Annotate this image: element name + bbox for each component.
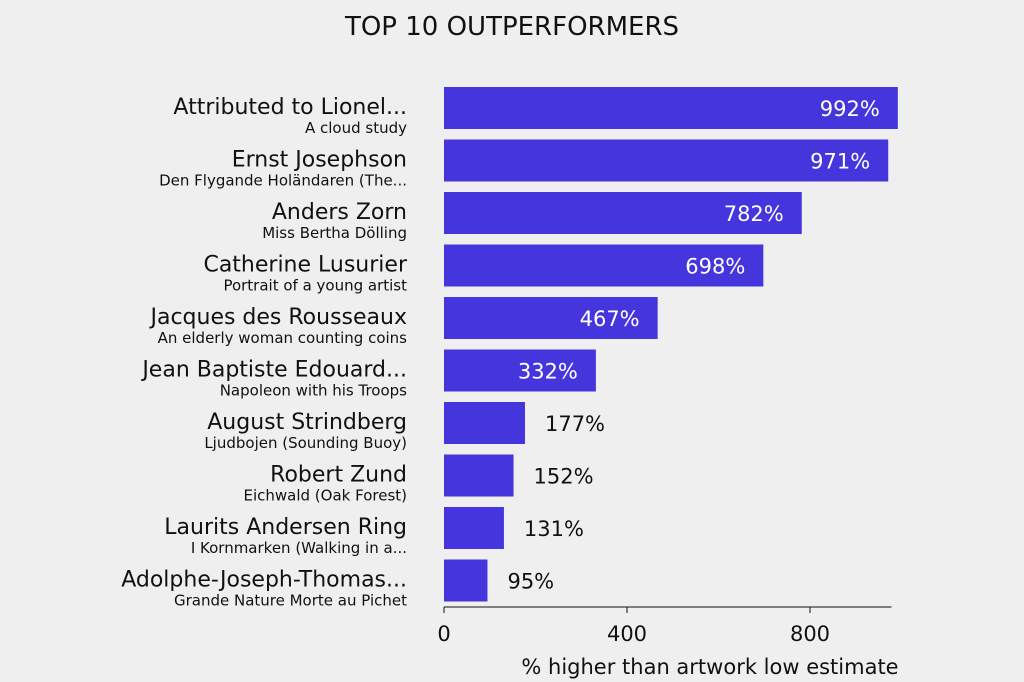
- bar-value-label: 152%: [534, 465, 594, 489]
- bar: [444, 402, 525, 444]
- category-artwork-label: Portrait of a young artist: [223, 277, 407, 295]
- category-artist-label: Anders Zorn: [272, 200, 407, 225]
- bar: [444, 192, 802, 234]
- category-artwork-label: Napoleon with his Troops: [220, 382, 407, 400]
- bar-value-label: 131%: [524, 517, 584, 541]
- bar: [444, 507, 504, 549]
- x-tick-label: 400: [607, 622, 647, 646]
- category-artist-label: Ernst Josephson: [232, 148, 407, 173]
- category-artwork-label: Ljudbojen (Sounding Buoy): [204, 434, 407, 452]
- chart-title: TOP 10 OUTPERFORMERS: [344, 12, 679, 42]
- bar: [444, 244, 764, 287]
- bar-value-label: 332%: [518, 360, 578, 384]
- bar-value-label: 992%: [820, 97, 880, 121]
- category-artwork-label: Den Flygande Holändaren (The...: [159, 172, 407, 190]
- category-artist-label: Catherine Lusurier: [203, 253, 407, 278]
- category-artist-label: Robert Zund: [270, 463, 407, 488]
- bar: [444, 559, 488, 602]
- bar-value-label: 177%: [545, 412, 605, 436]
- bar: [444, 454, 514, 497]
- category-artwork-label: Grande Nature Morte au Pichet: [174, 592, 407, 610]
- bar-value-label: 698%: [685, 255, 745, 279]
- x-axis-label: % higher than artwork low estimate: [521, 655, 898, 679]
- bar: [444, 297, 658, 339]
- category-artwork-label: Miss Bertha Dölling: [262, 224, 407, 242]
- x-axis: 0 400 800: [437, 606, 892, 646]
- category-artist-label: Laurits Andersen Ring: [164, 515, 407, 540]
- bars-group: Attributed to Lionel...A cloud study 992%…: [121, 87, 898, 610]
- bar-value-label: 95%: [507, 570, 554, 594]
- bar: [444, 349, 596, 392]
- category-artwork-label: I Kornmarken (Walking in a...: [191, 539, 407, 557]
- bar: [444, 139, 889, 182]
- bar-value-label: 971%: [810, 150, 870, 174]
- category-artist-label: Jacques des Rousseaux: [148, 305, 407, 330]
- x-tick-label: 0: [437, 622, 450, 646]
- category-artwork-label: An elderly woman counting coins: [158, 329, 408, 347]
- category-artist-label: Attributed to Lionel...: [173, 95, 407, 120]
- bar-value-label: 782%: [724, 202, 784, 226]
- category-artist-label: August Strindberg: [207, 410, 407, 435]
- category-artwork-label: Eichwald (Oak Forest): [243, 487, 407, 505]
- category-artist-label: Jean Baptiste Edouard...: [140, 358, 407, 383]
- bar: [444, 87, 898, 129]
- category-artwork-label: A cloud study: [305, 119, 407, 137]
- x-tick-label: 800: [790, 622, 830, 646]
- bar-value-label: 467%: [580, 307, 640, 331]
- category-artist-label: Adolphe-Joseph-Thomas...: [121, 568, 407, 593]
